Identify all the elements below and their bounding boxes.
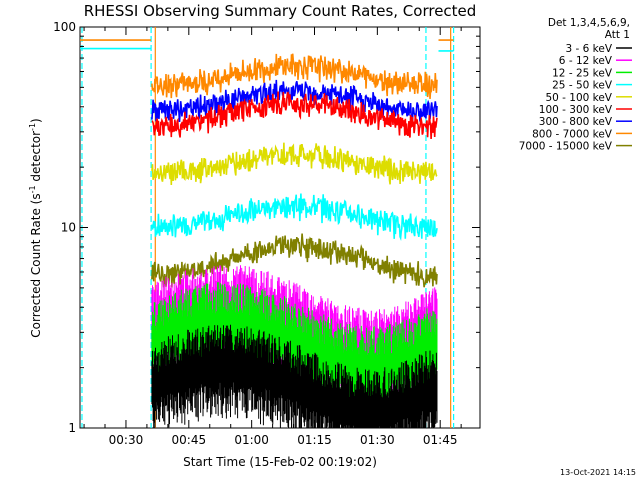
y-axis-label-sup2: -1: [28, 123, 37, 131]
y-tick-label: 100: [53, 20, 76, 34]
y-tick-label: 1: [68, 421, 76, 435]
legend-entry-label: 3 - 6 keV: [565, 43, 612, 55]
x-axis: 00:30 00:45 01:00 01:15 01:30 01:45: [83, 27, 462, 447]
series-layer: [80, 39, 454, 428]
legend-entry-label: 6 - 12 keV: [559, 55, 613, 67]
x-tick-label: 01:15: [297, 433, 332, 447]
chart-title: RHESSI Observing Summary Count Rates, Co…: [84, 2, 477, 20]
y-axis-label: Corrected Count Rate (s-1 detector-1): [28, 118, 43, 337]
legend-entry-label: 12 - 25 keV: [552, 67, 613, 79]
series-trace: [151, 91, 438, 140]
series-trace: [151, 79, 438, 126]
plot-area: 1 10 100 00:30 00:45 01:00 01:15 01:30 01:45: [53, 20, 481, 447]
legend-entry-label: 800 - 7000 keV: [532, 128, 613, 140]
y-axis: 1 10 100: [53, 20, 480, 435]
footer-timestamp: 13-Oct-2021 14:15: [560, 468, 636, 477]
legend-entry-label: 300 - 800 keV: [539, 116, 613, 128]
x-tick-label: 00:30: [109, 433, 144, 447]
x-axis-label: Start Time (15-Feb-02 00:19:02): [183, 455, 377, 469]
legend-entry-label: 25 - 50 keV: [552, 80, 613, 92]
legend-entry-label: 7000 - 15000 keV: [519, 141, 613, 153]
legend-header-line2: Att 1: [605, 29, 630, 41]
series-trace: [80, 39, 454, 99]
y-axis-label-main: Corrected Count Rate (s: [29, 193, 43, 337]
legend-entry-label: 100 - 300 keV: [539, 104, 613, 116]
legend-header-line1: Det 1,3,4,5,6,9,: [548, 17, 630, 29]
series-trace: [151, 233, 438, 288]
x-tick-label: 00:45: [172, 433, 207, 447]
y-tick-label: 10: [61, 221, 76, 235]
x-tick-label: 01:30: [360, 433, 395, 447]
y-axis-label-mid: detector: [29, 131, 43, 186]
x-tick-label: 01:45: [423, 433, 458, 447]
series-trace: [151, 142, 438, 186]
legend-entry-label: 50 - 100 keV: [545, 92, 612, 104]
series-trace: [80, 47, 454, 241]
y-axis-label-sup1: -1: [28, 185, 37, 193]
series-trace: [151, 324, 438, 428]
x-tick-label: 01:00: [234, 433, 269, 447]
y-axis-label-end: ): [29, 118, 43, 123]
